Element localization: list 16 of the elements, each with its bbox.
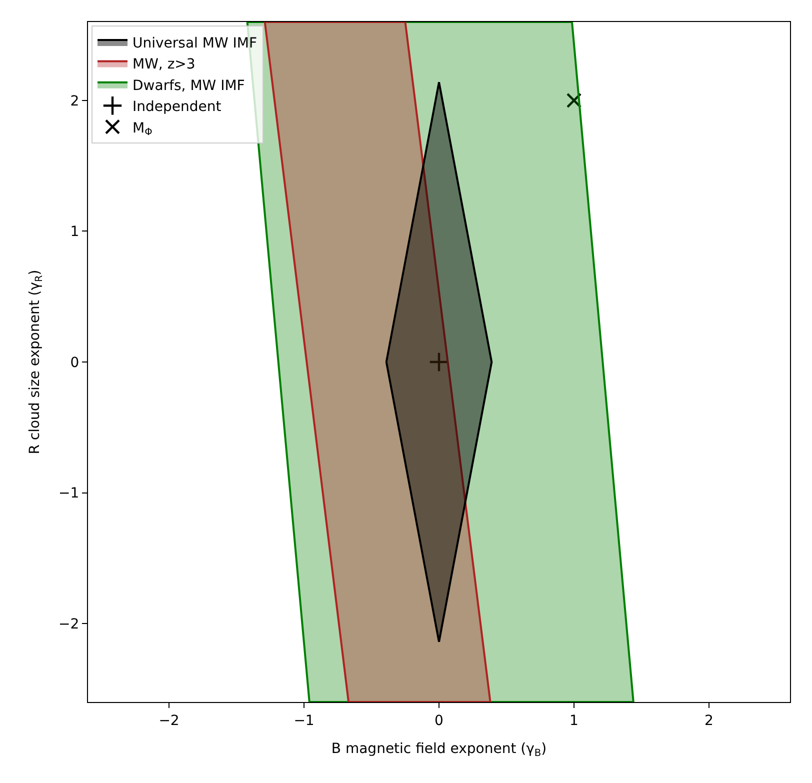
y-tick-label: 2 bbox=[70, 93, 80, 110]
x-tick-label: −1 bbox=[294, 712, 314, 729]
x-tick-label: 2 bbox=[704, 712, 714, 729]
legend-label: Dwarfs, MW IMF bbox=[132, 78, 245, 94]
x-tick-label: 1 bbox=[570, 712, 578, 729]
y-tick-label: 1 bbox=[70, 224, 80, 240]
x-axis-title: B magnetic field exponent (γ$_{B}$) bbox=[331, 741, 547, 760]
y-tick-label: −2 bbox=[58, 616, 80, 632]
legend-label: M$_{Φ}$ bbox=[132, 120, 153, 138]
legend-label: Universal MW IMF bbox=[132, 35, 258, 52]
x-tick-label: 0 bbox=[434, 712, 444, 729]
legend-label: Independent bbox=[132, 99, 222, 116]
y-tick-label: 0 bbox=[70, 354, 80, 371]
x-tick-label: −2 bbox=[158, 712, 180, 729]
legend-label: MW, z>3 bbox=[132, 56, 196, 73]
y-tick-label: −1 bbox=[58, 486, 80, 502]
